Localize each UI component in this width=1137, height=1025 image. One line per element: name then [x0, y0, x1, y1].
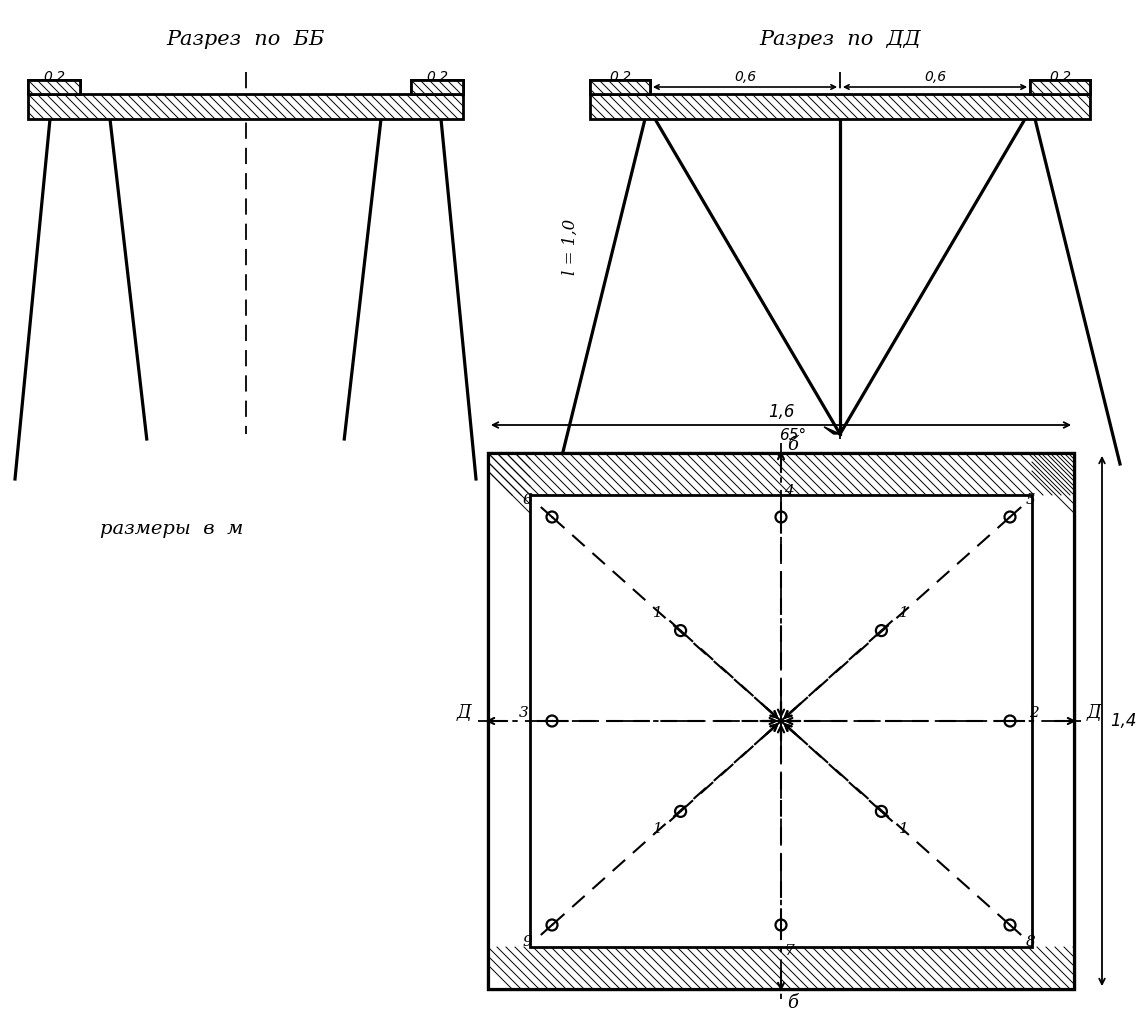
Bar [488, 453, 1074, 989]
Text: 1,4: 1,4 [1110, 712, 1137, 730]
Text: 0,2: 0,2 [43, 70, 65, 84]
Bar [488, 453, 1074, 989]
Text: б: б [787, 436, 798, 454]
Bar [28, 94, 463, 119]
Text: 0,2: 0,2 [426, 70, 448, 84]
Text: l = 1,0: l = 1,0 [562, 219, 579, 275]
Text: 9: 9 [523, 935, 532, 949]
Bar [1030, 80, 1090, 94]
Text: 0,2: 0,2 [609, 70, 631, 84]
Text: 0,6: 0,6 [735, 70, 756, 84]
Bar [590, 94, 1090, 119]
Text: 8: 8 [1026, 935, 1036, 949]
Text: 5: 5 [1026, 493, 1036, 506]
Bar [410, 80, 463, 94]
Bar [28, 80, 80, 94]
Bar [1030, 80, 1090, 94]
Text: 1: 1 [654, 822, 663, 835]
Bar [488, 453, 530, 989]
Text: 1: 1 [899, 822, 908, 835]
Text: 3: 3 [520, 706, 529, 720]
Text: 65°: 65° [779, 428, 806, 444]
Text: б: б [787, 994, 798, 1012]
Text: 4: 4 [785, 484, 794, 498]
Text: 0,6: 0,6 [924, 70, 946, 84]
Bar [530, 495, 1032, 947]
Text: 2: 2 [1029, 706, 1039, 720]
Text: 1: 1 [899, 606, 908, 620]
Bar [28, 80, 80, 94]
Text: 1,6: 1,6 [767, 403, 795, 421]
Bar [410, 80, 463, 94]
Bar [590, 80, 650, 94]
Bar [28, 80, 80, 94]
Bar [488, 453, 1074, 495]
Bar [530, 495, 1032, 947]
Bar [1030, 80, 1090, 94]
Text: Д: Д [1087, 704, 1102, 722]
Text: Разрез  по  ББ: Разрез по ББ [166, 30, 325, 49]
Bar [1032, 453, 1074, 989]
Bar [488, 947, 1074, 989]
Text: 6: 6 [523, 493, 532, 506]
Text: размеры  в  м: размеры в м [100, 520, 243, 538]
Text: 0,2: 0,2 [1049, 70, 1071, 84]
Bar [590, 80, 650, 94]
Text: 7: 7 [785, 944, 794, 958]
Bar [590, 80, 650, 94]
Polygon shape [824, 426, 840, 434]
Text: Разрез  по  ДД: Разрез по ДД [760, 30, 921, 49]
Text: 1: 1 [654, 606, 663, 620]
Bar [410, 80, 463, 94]
Text: Д: Д [457, 704, 472, 722]
